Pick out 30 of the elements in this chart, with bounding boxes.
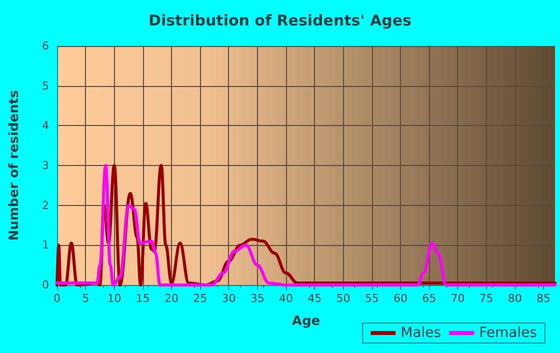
x-tick-label: 75 <box>479 292 494 305</box>
x-tick-label: 5 <box>82 292 90 305</box>
x-tick-label: 25 <box>193 292 208 305</box>
y-tick-label: 2 <box>42 198 49 212</box>
x-tick-label: 50 <box>336 292 350 305</box>
y-tick-label: 5 <box>42 79 49 92</box>
legend-label: Males <box>400 325 442 341</box>
x-tick-label: 45 <box>308 292 322 305</box>
x-tick-label: 80 <box>508 292 522 305</box>
y-axis-title: Number of residents <box>7 90 22 241</box>
y-tick-label: 6 <box>42 40 49 52</box>
x-axis-title: Age <box>292 314 320 329</box>
x-tick-label: 60 <box>393 292 408 305</box>
y-tick-label: 3 <box>42 159 49 172</box>
y-tick-label: 1 <box>42 238 49 252</box>
x-tick-label: 30 <box>222 292 236 305</box>
y-tick-label: 0 <box>42 278 49 292</box>
chart-title: Distribution of Residents' Ages <box>148 12 412 30</box>
x-tick-label: 0 <box>54 292 60 305</box>
x-tick-label: 35 <box>250 292 264 305</box>
x-tick-label: 55 <box>364 292 379 305</box>
x-tick-label: 70 <box>450 292 465 305</box>
legend-label: Females <box>479 325 538 341</box>
y-tick-label: 4 <box>42 119 49 132</box>
x-tick-label: 40 <box>278 292 293 305</box>
x-tick-label: 65 <box>422 292 436 305</box>
x-tick-label: 15 <box>136 292 150 305</box>
x-tick-label: 20 <box>164 292 178 305</box>
x-tick-label: 10 <box>107 292 122 305</box>
x-tick-label: 85 <box>536 292 551 305</box>
